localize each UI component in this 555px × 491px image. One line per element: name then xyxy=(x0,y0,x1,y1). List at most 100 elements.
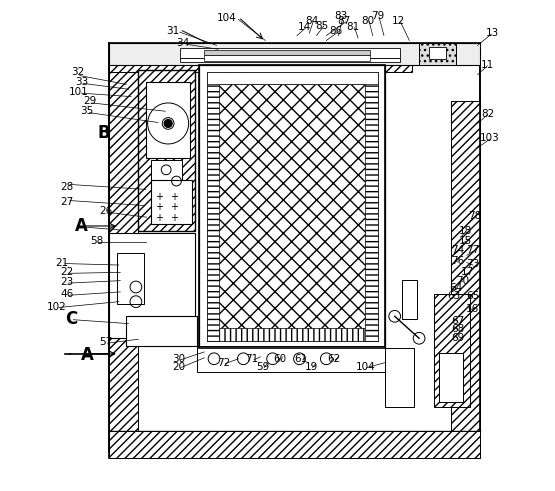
Text: 12: 12 xyxy=(392,16,405,26)
Text: 82: 82 xyxy=(481,109,494,119)
Text: +: + xyxy=(170,202,178,213)
Text: 83: 83 xyxy=(334,11,347,21)
Text: A: A xyxy=(75,217,88,235)
Bar xyxy=(204,55,370,61)
Bar xyxy=(438,353,463,402)
Text: 102: 102 xyxy=(47,301,67,311)
Text: 35: 35 xyxy=(80,106,94,116)
Text: 22: 22 xyxy=(60,268,73,277)
Text: 68: 68 xyxy=(452,325,465,334)
Text: 11: 11 xyxy=(481,60,494,70)
Bar xyxy=(206,72,377,341)
Bar xyxy=(138,70,194,231)
Text: 31: 31 xyxy=(166,26,179,36)
Text: 81: 81 xyxy=(346,22,360,32)
Text: 87: 87 xyxy=(337,16,350,26)
Bar xyxy=(419,43,456,65)
Text: 29: 29 xyxy=(83,96,96,107)
Text: +: + xyxy=(155,213,163,223)
Text: 70: 70 xyxy=(456,275,470,286)
Text: 15: 15 xyxy=(459,236,472,246)
Text: 30: 30 xyxy=(172,354,185,364)
Text: +: + xyxy=(170,213,178,223)
Bar xyxy=(206,72,377,84)
Text: 103: 103 xyxy=(480,133,500,143)
Text: 32: 32 xyxy=(70,67,84,77)
Text: 23: 23 xyxy=(60,277,73,287)
Text: 72: 72 xyxy=(217,357,230,368)
Text: 73: 73 xyxy=(466,259,480,269)
Text: 80: 80 xyxy=(361,16,375,26)
Text: A: A xyxy=(80,346,94,364)
Bar xyxy=(150,180,192,223)
Text: 104: 104 xyxy=(356,361,375,372)
Text: 79: 79 xyxy=(371,11,384,21)
Text: 59: 59 xyxy=(256,361,270,372)
Text: 85: 85 xyxy=(315,21,328,31)
Bar xyxy=(433,294,470,407)
Text: 69: 69 xyxy=(452,333,465,343)
Text: 61: 61 xyxy=(294,354,307,364)
Bar xyxy=(451,102,480,458)
Text: 84: 84 xyxy=(305,16,319,26)
Bar xyxy=(197,346,385,373)
Text: 13: 13 xyxy=(486,28,499,38)
Bar xyxy=(199,65,385,348)
Bar xyxy=(150,160,182,185)
Text: 28: 28 xyxy=(60,182,73,192)
Text: 34: 34 xyxy=(176,38,189,48)
Text: 46: 46 xyxy=(60,289,73,300)
Bar xyxy=(199,65,385,348)
Text: 104: 104 xyxy=(216,13,236,24)
Text: 58: 58 xyxy=(90,236,103,246)
Text: 64: 64 xyxy=(449,283,462,294)
Text: 19: 19 xyxy=(305,361,319,372)
Bar xyxy=(385,348,414,407)
Text: 67: 67 xyxy=(452,316,465,326)
Bar xyxy=(109,233,194,338)
Text: 60: 60 xyxy=(274,354,286,364)
Bar xyxy=(206,328,377,341)
Bar xyxy=(429,47,446,59)
Bar xyxy=(109,43,480,458)
Text: C: C xyxy=(65,310,78,327)
Text: 18: 18 xyxy=(459,226,472,236)
Text: 16: 16 xyxy=(466,304,480,314)
Text: 21: 21 xyxy=(55,258,68,268)
Bar xyxy=(126,316,197,346)
Bar xyxy=(109,43,480,65)
Bar xyxy=(138,70,194,231)
Bar xyxy=(206,72,377,84)
Text: 71: 71 xyxy=(245,354,259,364)
Text: 20: 20 xyxy=(172,361,185,372)
Bar xyxy=(180,48,400,57)
Text: 74: 74 xyxy=(452,246,465,255)
Text: 77: 77 xyxy=(466,246,480,255)
Text: 63: 63 xyxy=(448,291,461,301)
Text: 26: 26 xyxy=(99,206,112,217)
Bar xyxy=(109,431,480,458)
Bar xyxy=(109,43,138,458)
Text: 57: 57 xyxy=(99,337,112,347)
Bar xyxy=(365,72,377,341)
Bar xyxy=(180,57,400,62)
Bar xyxy=(206,72,219,341)
Text: 76: 76 xyxy=(452,256,465,266)
Circle shape xyxy=(164,119,172,127)
Bar xyxy=(402,280,417,319)
Text: 33: 33 xyxy=(75,77,89,87)
Bar xyxy=(109,43,412,72)
Text: +: + xyxy=(155,202,163,213)
Text: 62: 62 xyxy=(327,354,340,364)
Text: 65: 65 xyxy=(466,291,480,301)
Text: 17: 17 xyxy=(461,268,475,277)
Text: 14: 14 xyxy=(297,22,311,32)
Text: +: + xyxy=(170,191,178,202)
Bar xyxy=(109,431,480,458)
Text: B: B xyxy=(98,124,110,142)
Text: 101: 101 xyxy=(68,87,88,97)
Bar xyxy=(204,50,370,55)
Bar xyxy=(145,82,190,158)
Text: 86: 86 xyxy=(330,26,342,36)
Text: 78: 78 xyxy=(468,211,482,221)
